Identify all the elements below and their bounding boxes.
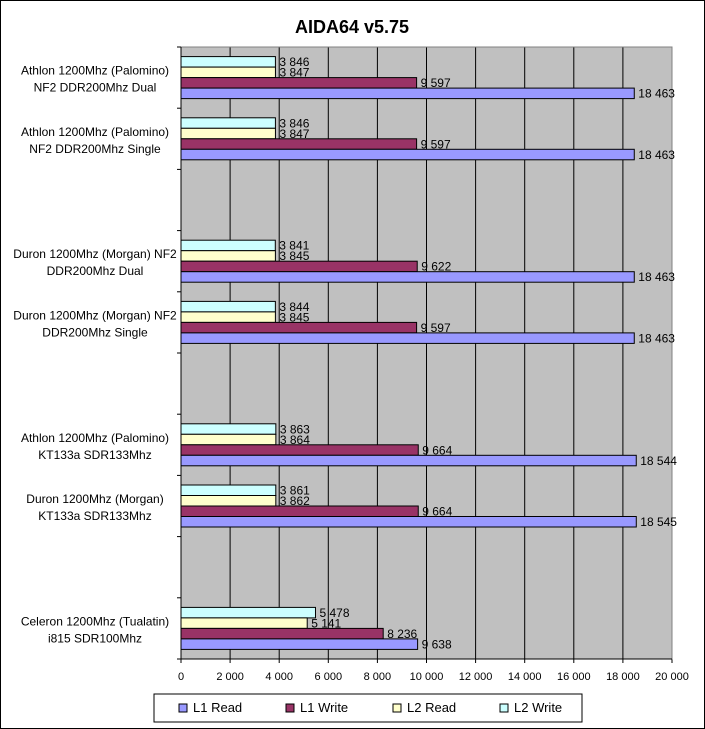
bar-l2-read [180,495,277,507]
data-label: 18 544 [640,454,677,468]
plot-area: 0 2 000 4 000 6 000 8 000 10 000 12 000 14 000 1… [13,46,689,683]
category-label: Athlon 1200Mhz (Palomino) [21,431,169,445]
bar-l1-read [180,332,635,344]
data-label: 3 847 [279,127,309,141]
data-label: 18 463 [638,148,675,162]
legend-label-l2-read: L2 Read [407,700,456,715]
category-label: NF2 DDR200Mhz Single [29,142,161,156]
bar-l1-read [180,148,635,161]
x-tick-label: 12 000 [459,671,493,683]
bar-l2-read [180,311,276,323]
category-label: NF2 DDR200Mhz Dual [34,81,157,95]
data-label: 3 846 [279,55,309,69]
data-label: 9 664 [422,505,452,519]
data-label: 3 847 [279,66,309,80]
category-label: KT133a SDR133Mhz [38,448,151,462]
bar-l1-read [180,271,635,283]
bar-l2-write [180,606,316,619]
bar-l2-write [180,117,276,129]
data-label: 5 141 [311,616,341,630]
bar-l1-read [180,87,635,100]
data-label: 3 841 [279,239,309,253]
data-label: 18 545 [640,515,677,529]
data-label: 18 463 [638,87,675,101]
bar-l2-write [180,239,276,252]
bar-l2-read [180,433,277,446]
data-label: 9 622 [421,260,451,274]
x-tick-label: 18 000 [606,671,640,683]
data-label: 3 846 [279,116,309,130]
category-label: Duron 1200Mhz (Morgan) [26,492,163,506]
category-label: i815 SDR100Mhz [48,631,142,645]
data-label: 18 463 [638,270,675,284]
category-label: Celeron 1200Mhz (Tualatin) [21,614,169,628]
data-label: 5 478 [319,606,349,620]
bar-l2-read [180,66,276,79]
x-tick-label: 16 000 [557,671,591,683]
bar-l1-write [180,260,418,273]
data-label: 9 664 [422,443,452,457]
legend: L1 Read L1 Write L2 Read L2 Write [153,693,583,723]
bar-l2-read [180,250,276,262]
x-tick-label: 10 000 [410,671,444,683]
data-label: 3 862 [280,494,310,508]
x-tick-label: 4 000 [265,671,293,683]
bar-l1-write [180,444,419,456]
data-label: 18 463 [638,331,675,345]
x-tick-label: 6 000 [315,671,343,683]
bar-l1-write [180,627,384,640]
bar-l2-read [180,127,276,140]
category-label: Duron 1200Mhz (Morgan) NF2 [13,308,177,322]
x-tick-label: 0 [178,671,184,683]
bar-l2-read [180,617,308,629]
category-label: Athlon 1200Mhz (Palomino) [21,125,169,139]
data-label: 3 864 [280,433,310,447]
data-label: 9 597 [421,321,451,335]
category-label: Duron 1200Mhz (Morgan) NF2 [13,247,177,261]
legend-label-l1-write: L1 Write [300,700,348,715]
bar-l2-write [180,484,277,496]
x-tick-label: 2 000 [216,671,244,683]
category-label: KT133a SDR133Mhz [38,509,151,523]
bar-l1-write [180,321,418,334]
bar-l1-read [180,638,419,650]
legend-label-l2-write: L2 Write [514,700,562,715]
legend-swatch-l1-read [178,703,188,713]
bar-l1-write [180,77,418,89]
x-tick-label: 14 000 [508,671,542,683]
bar-l1-read [180,516,637,528]
legend-swatch-l2-read [392,703,402,713]
data-label: 9 597 [421,76,451,90]
category-label: Athlon 1200Mhz (Palomino) [21,64,169,78]
x-tick-label: 8 000 [364,671,392,683]
category-label: DDR200Mhz Dual [47,264,144,278]
bar-l1-write [180,138,418,150]
data-label: 3 861 [280,484,310,498]
data-label: 3 844 [279,300,309,314]
data-label: 3 863 [280,422,310,436]
x-tick-label: 20 000 [655,671,689,683]
bar-l2-write [180,56,276,68]
bar-l2-write [180,423,277,435]
legend-box [153,693,583,723]
data-label: 9 597 [421,137,451,151]
bar-l1-write [180,505,419,517]
bar-l1-read [180,454,637,467]
data-label: 8 236 [387,627,417,641]
legend-label-l1-read: L1 Read [193,700,242,715]
category-label: DDR200Mhz Single [42,325,148,339]
chart-title: AIDA64 v5.75 [295,17,409,37]
legend-swatch-l2-write [499,703,509,713]
data-label: 9 638 [422,637,452,651]
legend-swatch-l1-write [285,703,295,713]
bar-l2-write [180,300,276,313]
data-label: 3 845 [279,249,309,263]
data-label: 3 845 [279,310,309,324]
